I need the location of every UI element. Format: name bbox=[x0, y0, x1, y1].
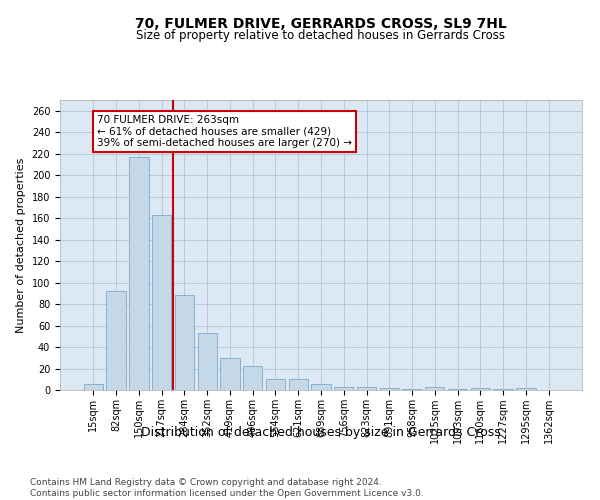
Bar bbox=[380, 388, 399, 390]
Bar bbox=[243, 366, 262, 390]
Text: 70, FULMER DRIVE, GERRARDS CROSS, SL9 7HL: 70, FULMER DRIVE, GERRARDS CROSS, SL9 7H… bbox=[135, 18, 507, 32]
Bar bbox=[493, 389, 513, 390]
Bar bbox=[129, 157, 149, 390]
Text: Distribution of detached houses by size in Gerrards Cross: Distribution of detached houses by size … bbox=[141, 426, 501, 439]
Y-axis label: Number of detached properties: Number of detached properties bbox=[16, 158, 26, 332]
Bar bbox=[175, 296, 194, 390]
Bar bbox=[84, 384, 103, 390]
Bar bbox=[266, 380, 285, 390]
Bar bbox=[311, 384, 331, 390]
Text: Contains HM Land Registry data © Crown copyright and database right 2024.
Contai: Contains HM Land Registry data © Crown c… bbox=[30, 478, 424, 498]
Bar bbox=[425, 387, 445, 390]
Bar bbox=[289, 380, 308, 390]
Text: Size of property relative to detached houses in Gerrards Cross: Size of property relative to detached ho… bbox=[137, 29, 505, 42]
Bar bbox=[334, 387, 353, 390]
Bar bbox=[197, 333, 217, 390]
Bar bbox=[220, 358, 239, 390]
Bar bbox=[470, 388, 490, 390]
Bar bbox=[403, 389, 422, 390]
Text: 70 FULMER DRIVE: 263sqm
← 61% of detached houses are smaller (429)
39% of semi-d: 70 FULMER DRIVE: 263sqm ← 61% of detache… bbox=[97, 115, 352, 148]
Bar bbox=[152, 215, 172, 390]
Bar bbox=[448, 389, 467, 390]
Bar bbox=[357, 387, 376, 390]
Bar bbox=[516, 388, 536, 390]
Bar bbox=[106, 291, 126, 390]
